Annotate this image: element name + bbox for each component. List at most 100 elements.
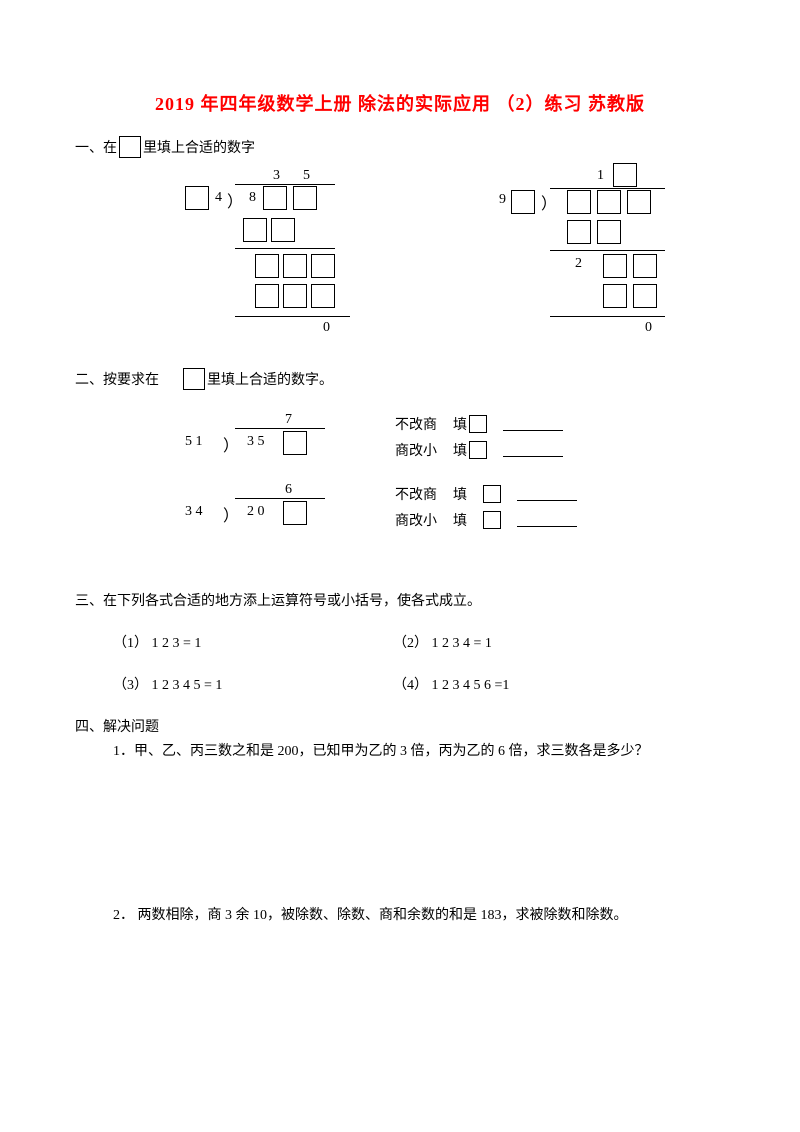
sec2-row-2: 6 3 4 ） 2 0 不改商 填 商改小 填 — [75, 484, 725, 530]
quotient-digit: 6 — [285, 482, 292, 498]
list-row: （3） 1 2 3 4 5 = 1 （4） 1 2 3 4 5 6 =1 — [113, 674, 725, 694]
dividend-text: 3 5 — [247, 434, 265, 450]
quotient-line — [550, 188, 665, 189]
paren: ） — [223, 502, 239, 526]
equation-item: （1） 1 2 3 = 1 — [113, 632, 373, 652]
dividend-text: 2 0 — [247, 504, 265, 520]
empty-box — [263, 186, 287, 210]
empty-box — [185, 186, 209, 210]
empty-box — [255, 284, 279, 308]
division-container: 3 5 4 ） 8 0 1 9 ） — [75, 168, 725, 338]
empty-box — [511, 190, 535, 214]
empty-box — [293, 186, 317, 210]
sec1-text-a: 一、在 — [75, 137, 117, 157]
word-problem-2: 2． 两数相除，商 3 余 10，被除数、除数、商和余数的和是 183，求被除数… — [113, 904, 725, 924]
empty-box — [271, 218, 295, 242]
sec1-text-b: 里填上合适的数字 — [143, 137, 255, 157]
paren: ） — [541, 190, 557, 214]
empty-box — [633, 284, 657, 308]
section-3-label: 三、在下列各式合适的地方添上运算符号或小括号，使各式成立。 — [75, 590, 725, 610]
division-line — [235, 248, 335, 249]
section-4-label: 四、解决问题 — [75, 716, 725, 736]
empty-box — [283, 284, 307, 308]
empty-box — [597, 190, 621, 214]
division-line — [550, 250, 665, 251]
quotient-digit: 3 — [273, 168, 280, 184]
quotient-line — [235, 184, 335, 185]
remainder-digit: 0 — [323, 320, 330, 336]
sec2-text-a: 二、按要求在 — [75, 369, 159, 389]
empty-box — [255, 254, 279, 278]
empty-box — [469, 441, 487, 459]
divisor-digit: 4 — [215, 190, 222, 206]
division-problem-2: 1 9 ） 2 0 — [495, 168, 705, 338]
section-2: 二、按要求在 里填上合适的数字。 7 5 1 ） 3 5 不改商 填 商改小 — [75, 368, 725, 530]
box-inline — [183, 368, 205, 390]
word-problems: 1．甲、乙、丙三数之和是 200，已知甲为乙的 3 倍，丙为乙的 6 倍，求三数… — [75, 740, 725, 924]
opt-label: 不改商 — [395, 484, 437, 504]
opt-fill: 填 — [453, 440, 467, 460]
empty-box — [613, 163, 637, 187]
sec2-problem-1: 7 5 1 ） 3 5 — [185, 414, 355, 458]
answer-line — [517, 513, 577, 527]
sec2-row-1: 7 5 1 ） 3 5 不改商 填 商改小 填 — [75, 414, 725, 460]
section-1: 一、在 里填上合适的数字 3 5 4 ） 8 0 — [75, 136, 725, 338]
quotient-digit: 7 — [285, 412, 292, 428]
quotient-digit: 5 — [303, 168, 310, 184]
empty-box — [283, 501, 307, 525]
empty-box — [311, 284, 335, 308]
word-problem-1: 1．甲、乙、丙三数之和是 200，已知甲为乙的 3 倍，丙为乙的 6 倍，求三数… — [113, 740, 725, 760]
sec2-problem-2: 6 3 4 ） 2 0 — [185, 484, 355, 528]
section-3: 三、在下列各式合适的地方添上运算符号或小括号，使各式成立。 （1） 1 2 3 … — [75, 590, 725, 694]
division-line — [235, 316, 350, 317]
opt-label: 商改小 — [395, 510, 437, 530]
divisor-text: 3 4 — [185, 504, 203, 520]
answer-line — [517, 487, 577, 501]
option-row: 商改小 填 — [395, 440, 563, 460]
partial-digit: 2 — [575, 256, 582, 272]
empty-box — [243, 218, 267, 242]
empty-box — [567, 220, 591, 244]
quotient-line — [235, 498, 325, 499]
dividend-digit: 8 — [249, 190, 256, 206]
division-problem-1: 3 5 4 ） 8 0 — [175, 168, 385, 338]
option-row: 不改商 填 — [395, 484, 577, 504]
empty-box — [627, 190, 651, 214]
empty-box — [283, 431, 307, 455]
opt-fill: 填 — [453, 484, 467, 504]
equation-item: （4） 1 2 3 4 5 6 =1 — [393, 674, 653, 694]
empty-box — [597, 220, 621, 244]
section-1-label: 一、在 里填上合适的数字 — [75, 136, 725, 158]
list-row: （1） 1 2 3 = 1 （2） 1 2 3 4 = 1 — [113, 632, 725, 652]
empty-box — [469, 415, 487, 433]
opt-fill: 填 — [453, 510, 467, 530]
answer-line — [503, 443, 563, 457]
opt-label: 商改小 — [395, 440, 437, 460]
sec2-text-b: 里填上合适的数字。 — [207, 369, 333, 389]
paren: ） — [227, 188, 243, 212]
empty-box — [603, 254, 627, 278]
divisor-text: 5 1 — [185, 434, 203, 450]
division-line — [550, 316, 665, 317]
empty-box — [603, 284, 627, 308]
opt-fill: 填 — [453, 414, 467, 434]
empty-box — [283, 254, 307, 278]
equation-item: （2） 1 2 3 4 = 1 — [393, 632, 653, 652]
paren: ） — [223, 432, 239, 456]
empty-box — [483, 485, 501, 503]
sec2-options-2: 不改商 填 商改小 填 — [395, 484, 577, 530]
divisor-digit: 9 — [499, 192, 506, 208]
box-inline — [119, 136, 141, 158]
answer-line — [503, 417, 563, 431]
quotient-line — [235, 428, 325, 429]
option-row: 不改商 填 — [395, 414, 563, 434]
page-title: 2019 年四年级数学上册 除法的实际应用 （2）练习 苏教版 — [75, 90, 725, 116]
equation-list: （1） 1 2 3 = 1 （2） 1 2 3 4 = 1 （3） 1 2 3 … — [75, 632, 725, 694]
quotient-digit: 1 — [597, 168, 604, 184]
sec2-options-1: 不改商 填 商改小 填 — [395, 414, 563, 460]
empty-box — [483, 511, 501, 529]
empty-box — [633, 254, 657, 278]
option-row: 商改小 填 — [395, 510, 577, 530]
empty-box — [311, 254, 335, 278]
remainder-digit: 0 — [645, 320, 652, 336]
